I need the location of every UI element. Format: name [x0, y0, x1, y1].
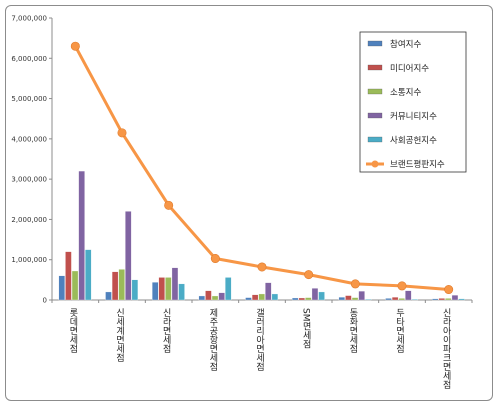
- bar-사회공헌지수: [411, 299, 419, 301]
- bar-사회공헌지수: [178, 283, 185, 301]
- legend-label-소통지수: 소통지수: [390, 88, 421, 98]
- bar-참여지수: [245, 297, 252, 301]
- bar-미디어지수: [391, 297, 399, 301]
- legend-swatch-사회공헌지수: [367, 136, 383, 143]
- bar-참여지수: [292, 297, 299, 301]
- bar-미디어지수: [65, 251, 72, 301]
- legend-label-사회공헌지수: 사회공헌지수: [390, 136, 437, 146]
- x-tick-label: 갤러리아면세점: [254, 307, 264, 371]
- legend-label-브랜드평판지수: 브랜드평판지수: [390, 159, 445, 170]
- bar-커뮤니티지수: [125, 211, 132, 301]
- bar-커뮤니티지수: [265, 282, 272, 301]
- bar-커뮤니티지수: [311, 288, 319, 301]
- x-tick-label: 신라아이파크면세점: [441, 308, 451, 389]
- line-layer: [70, 41, 454, 295]
- bar-소통지수: [211, 295, 219, 301]
- bar-미디어지수: [111, 271, 119, 301]
- bar-커뮤니티지수: [171, 267, 179, 301]
- legend-box: [359, 31, 467, 173]
- series-point-브랜드평판지수: [304, 270, 314, 280]
- x-tick-label: 신라면세점: [161, 308, 171, 353]
- bar-커뮤니티지수: [78, 170, 85, 301]
- legend-swatch-커뮤니티지수: [367, 112, 383, 119]
- bar-소통지수: [165, 277, 172, 301]
- bar-참여지수: [58, 275, 65, 301]
- bar-소통지수: [71, 270, 79, 301]
- bar-미디어지수: [438, 298, 445, 301]
- bar-소통지수: [398, 298, 405, 301]
- y-tick-label: 1,000,000: [11, 256, 47, 264]
- bar-사회공헌지수: [365, 299, 372, 301]
- bar-커뮤니티지수: [358, 290, 365, 301]
- bar-참여지수: [198, 295, 205, 301]
- series-point-브랜드평판지수: [444, 285, 454, 295]
- legend-swatch-참여지수: [367, 40, 383, 47]
- series-point-브랜드평판지수: [117, 128, 127, 138]
- y-tick-label: 3,000,000: [11, 176, 47, 184]
- bar-참여지수: [152, 282, 159, 301]
- bar-사회공헌지수: [271, 293, 279, 301]
- legend-label-커뮤니티지수: 커뮤니티지수: [390, 111, 437, 122]
- bar-참여지수: [385, 298, 392, 301]
- x-tick-label: 동화면세점: [347, 308, 357, 353]
- x-tick-label: SM면세점: [301, 308, 311, 348]
- bar-미디어지수: [158, 277, 165, 301]
- x-tick-label: 신세계면세점: [114, 308, 124, 362]
- legend-label-참여지수: 참여지수: [390, 39, 421, 50]
- bar-사회공헌지수: [318, 291, 325, 301]
- x-tick-label: 제주공항면세점: [207, 308, 217, 371]
- bar-커뮤니티지수: [405, 290, 412, 301]
- legend-swatch-소통지수: [367, 88, 383, 95]
- y-tick-label: 5,000,000: [11, 95, 47, 103]
- y-tick-label: 4,000,000: [11, 135, 47, 143]
- bar-참여지수: [432, 298, 439, 301]
- bar-참여지수: [338, 297, 345, 301]
- series-point-브랜드평판지수: [210, 254, 220, 264]
- y-tick-label: 6,000,000: [11, 55, 47, 63]
- series-point-브랜드평판지수: [164, 200, 174, 210]
- series-point-브랜드평판지수: [257, 262, 267, 272]
- bar-소통지수: [445, 298, 452, 301]
- legend-marker-브랜드평판지수: [371, 160, 379, 168]
- bar-소통지수: [258, 293, 265, 301]
- bar-layer: [58, 170, 465, 301]
- legend-swatch-미디어지수: [367, 64, 383, 71]
- bar-사회공헌지수: [131, 279, 139, 301]
- bar-미디어지수: [205, 290, 212, 301]
- bar-커뮤니티지수: [218, 292, 225, 301]
- bar-사회공헌지수: [85, 249, 92, 301]
- bar-사회공헌지수: [458, 298, 465, 301]
- series-point-브랜드평판지수: [397, 281, 407, 291]
- bar-미디어지수: [298, 297, 305, 301]
- bar-미디어지수: [251, 294, 259, 301]
- bar-미디어지수: [345, 295, 352, 301]
- bar-참여지수: [105, 291, 112, 301]
- x-tick-label: 롯데면세점: [67, 308, 77, 353]
- series-point-브랜드평판지수: [70, 41, 80, 51]
- x-tick-label: 두타면세점: [394, 308, 404, 353]
- bar-소통지수: [118, 269, 125, 301]
- bar-소통지수: [305, 297, 312, 301]
- y-tick-label: 0: [43, 297, 47, 305]
- bar-소통지수: [351, 297, 359, 301]
- series-point-브랜드평판지수: [350, 279, 360, 289]
- y-tick-label: 7,000,000: [11, 15, 47, 23]
- legend-label-미디어지수: 미디어지수: [390, 63, 429, 74]
- bar-사회공헌지수: [225, 277, 232, 301]
- bar-커뮤니티지수: [451, 295, 459, 301]
- y-tick-label: 2,000,000: [11, 216, 47, 224]
